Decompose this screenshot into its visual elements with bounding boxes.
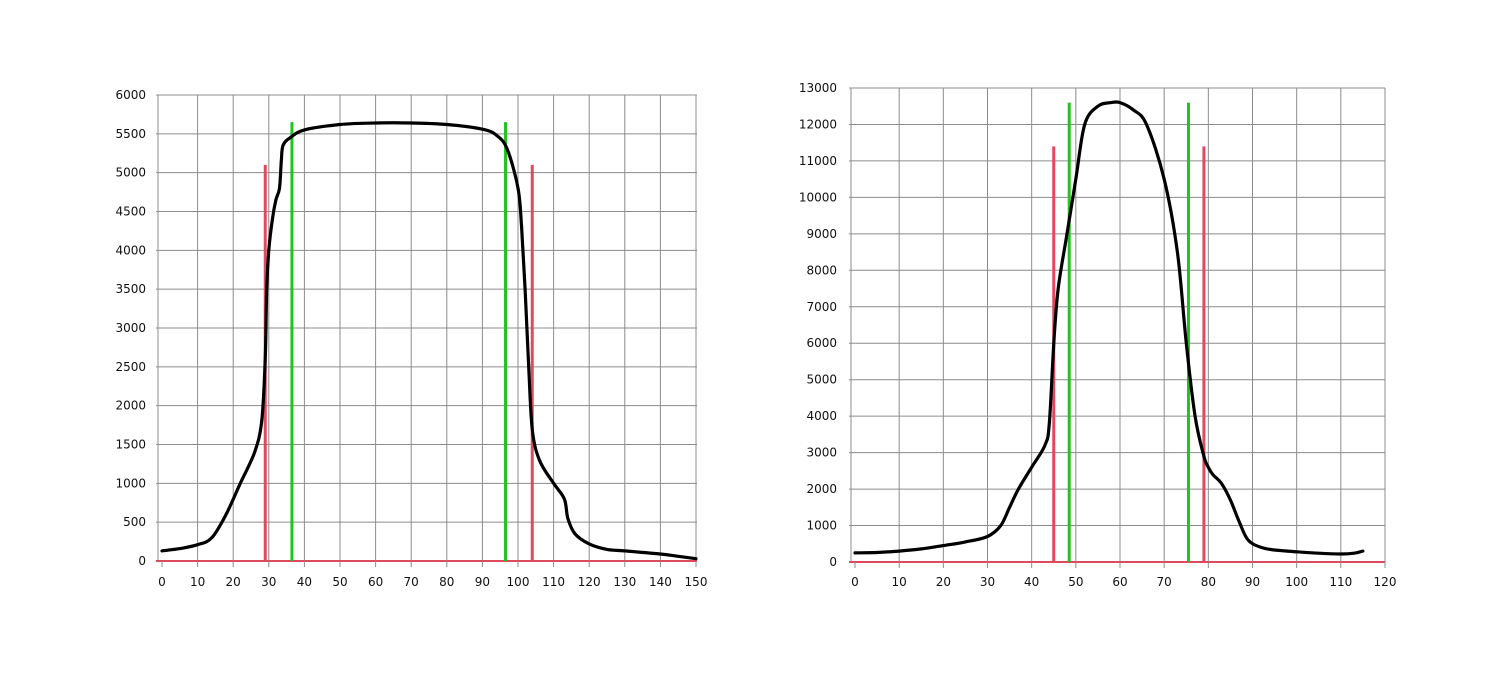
y-tick-label: 12000 <box>799 117 837 131</box>
x-tick-label: 100 <box>1285 575 1308 589</box>
x-tick-label: 120 <box>1374 575 1397 589</box>
y-tick-label: 4000 <box>115 243 146 257</box>
x-tick-label: 50 <box>332 575 347 589</box>
x-tick-label: 60 <box>368 575 383 589</box>
x-tick-label: 90 <box>475 575 490 589</box>
series-line <box>853 100 1365 556</box>
x-tick-label: 60 <box>1112 575 1127 589</box>
y-tick-label: 5500 <box>115 127 146 141</box>
y-tick-label: 7000 <box>806 300 837 314</box>
y-tick-label: 1000 <box>115 476 146 490</box>
y-tick-label: 2000 <box>115 399 146 413</box>
series-line <box>160 121 698 561</box>
x-tick-label: 0 <box>158 575 166 589</box>
x-tick-label: 50 <box>1068 575 1083 589</box>
y-tick-label: 4000 <box>806 409 837 423</box>
x-tick-label: 70 <box>1157 575 1172 589</box>
y-tick-label: 1500 <box>115 438 146 452</box>
y-tick-label: 0 <box>829 555 837 569</box>
y-tick-label: 500 <box>123 515 146 529</box>
y-tick-label: 9000 <box>806 227 837 241</box>
x-tick-label: 10 <box>190 575 205 589</box>
x-tick-label: 140 <box>649 575 672 589</box>
y-tick-label: 5000 <box>115 166 146 180</box>
x-tick-label: 20 <box>226 575 241 589</box>
y-tick-label: 6000 <box>806 336 837 350</box>
y-tick-label: 1000 <box>806 519 837 533</box>
x-tick-label: 80 <box>1201 575 1216 589</box>
x-tick-label: 40 <box>297 575 312 589</box>
x-tick-label: 100 <box>507 575 530 589</box>
x-tick-label: 110 <box>1329 575 1352 589</box>
y-tick-label: 6000 <box>115 88 146 102</box>
x-tick-label: 110 <box>542 575 565 589</box>
x-tick-label: 90 <box>1245 575 1260 589</box>
x-tick-label: 40 <box>1024 575 1039 589</box>
x-tick-label: 120 <box>578 575 601 589</box>
y-tick-label: 13000 <box>799 81 837 95</box>
y-tick-label: 3000 <box>806 446 837 460</box>
y-tick-label: 8000 <box>806 263 837 277</box>
x-tick-label: 70 <box>404 575 419 589</box>
x-tick-label: 130 <box>613 575 636 589</box>
x-tick-label: 20 <box>936 575 951 589</box>
x-tick-label: 10 <box>892 575 907 589</box>
x-tick-label: 0 <box>851 575 859 589</box>
chart-left: 0 10 20 30 40 50 60 70 80 90 100 110 120 130 140 150050… <box>115 88 707 589</box>
y-tick-label: 5000 <box>806 373 837 387</box>
x-tick-label: 80 <box>439 575 454 589</box>
y-tick-label: 2500 <box>115 360 146 374</box>
y-tick-label: 0 <box>138 554 146 568</box>
y-tick-label: 10000 <box>799 190 837 204</box>
x-tick-label: 30 <box>261 575 276 589</box>
chart-right: 0 10 20 30 40 50 60 70 80 90 100 110 120 0 1000 2000 300… <box>799 81 1397 589</box>
y-tick-label: 4500 <box>115 205 146 219</box>
y-tick-label: 2000 <box>806 482 837 496</box>
x-tick-label: 150 <box>685 575 708 589</box>
y-tick-label: 3500 <box>115 282 146 296</box>
y-tick-label: 3000 <box>115 321 146 335</box>
x-tick-label: 30 <box>980 575 995 589</box>
y-tick-label: 11000 <box>799 154 837 168</box>
